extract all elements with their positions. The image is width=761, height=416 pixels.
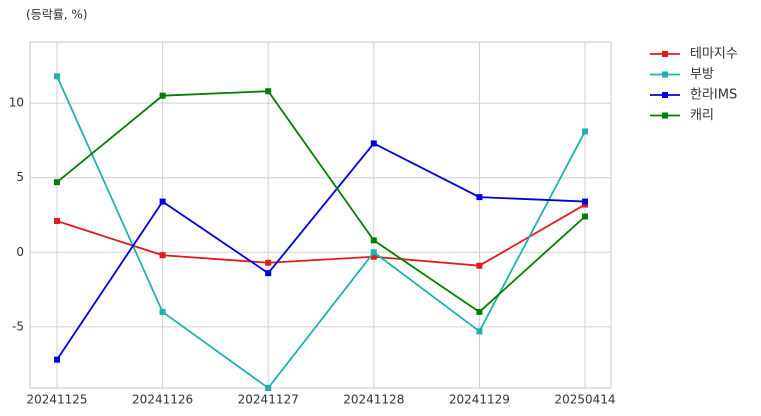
point-marker [159,252,166,259]
series-line [56,203,586,267]
point-marker [159,92,166,99]
legend-marker [662,92,668,98]
point-marker [54,179,60,186]
legend-marker [662,112,668,119]
y-tick-label: -5 [12,319,24,333]
point-marker [159,198,166,205]
point-marker [370,237,377,244]
series-line [56,75,586,390]
point-marker [370,253,377,260]
y-tick-label: 5 [16,170,24,184]
point-marker [476,194,483,201]
x-tick-label: 20241126 [132,393,193,407]
point-marker [265,259,272,266]
plot-frame [29,41,612,389]
point-marker [476,328,483,335]
y-tick-label: 0 [16,245,24,259]
point-marker [265,270,272,277]
point-marker [370,140,377,147]
point-marker [159,308,166,315]
legend-label: 한라IMS [690,88,737,103]
x-tick-label: 20241129 [449,393,510,407]
series-line [56,90,586,314]
point-marker [476,308,483,315]
point-marker [54,73,60,80]
point-marker [54,217,60,224]
series-line [56,142,586,361]
x-tick-label: 20250414 [554,393,615,407]
legend-marker [662,71,668,78]
y-tick-label: 10 [9,96,24,110]
x-tick-label: 20241125 [26,393,87,407]
legend-label: 테마지수 [690,47,738,62]
point-marker [476,262,483,269]
legend-marker [662,51,668,57]
x-tick-label: 20241128 [343,393,404,407]
point-marker [54,356,60,363]
point-marker [265,385,272,391]
y-axis-label: (등락률, %) [26,8,88,22]
point-marker [582,213,588,220]
point-marker [370,249,377,256]
point-marker [582,198,588,205]
legend-label: 부방 [690,67,714,82]
point-marker [582,128,588,135]
point-marker [265,88,272,95]
x-tick-label: 20241127 [238,393,299,407]
legend-label: 캐리 [690,108,714,123]
